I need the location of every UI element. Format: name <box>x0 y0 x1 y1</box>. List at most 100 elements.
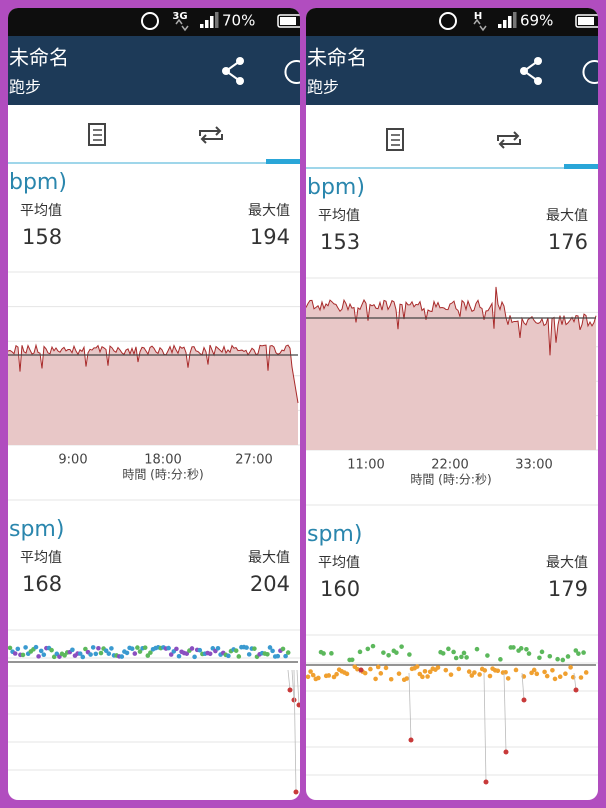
cad-dot <box>236 654 242 659</box>
cad-outlier-dot <box>483 779 489 785</box>
hr-unit: bpm) <box>9 170 67 195</box>
cad-dot <box>70 647 75 653</box>
laps-tab-icon[interactable] <box>199 126 223 144</box>
cad-dot <box>503 669 508 675</box>
hr-unit: bpm) <box>307 175 365 200</box>
cad-dot <box>552 676 558 682</box>
cad-drop-line <box>291 669 295 701</box>
cad-dot <box>375 664 381 670</box>
hr-max-label: 最大值 <box>546 208 588 224</box>
cad-dot <box>49 647 54 653</box>
cad-dot <box>174 646 179 652</box>
hr-x-axis-label: 時間 (時:分:秒) <box>122 468 203 482</box>
status-bar <box>8 8 300 36</box>
laps-tab-icon[interactable] <box>497 131 521 149</box>
signal-bar <box>210 16 214 28</box>
cad-dot <box>349 657 355 663</box>
cad-dot <box>189 646 195 651</box>
hr-avg-value: 158 <box>22 225 62 249</box>
app-header <box>8 36 300 105</box>
hr-avg-label: 平均值 <box>318 208 360 224</box>
cad-dot <box>474 646 480 652</box>
hr-x-tick-label: 18:00 <box>144 453 181 468</box>
cad-dot <box>394 650 399 655</box>
hr-x-tick-label: 9:00 <box>58 453 87 468</box>
refresh-button[interactable] <box>582 60 602 84</box>
cad-dot <box>581 650 586 655</box>
battery-fill <box>280 17 296 25</box>
cad-dot <box>440 651 446 656</box>
cad-dot <box>448 672 454 677</box>
cad-dot <box>477 672 482 677</box>
share-node <box>236 57 244 65</box>
cad-dot <box>226 653 231 659</box>
cad-dot <box>166 645 171 651</box>
hr-area <box>8 345 298 445</box>
cad-dot <box>443 667 449 673</box>
data-arrows-icon <box>473 18 487 32</box>
cad-dot <box>109 646 114 651</box>
cad-drop-line <box>483 672 487 783</box>
cad-dot <box>8 645 13 651</box>
cad-dot <box>422 668 428 674</box>
tab-indicator <box>564 164 598 169</box>
cad-dot <box>98 650 104 656</box>
activity-title: 未命名 <box>9 46 69 70</box>
cad-avg-value: 168 <box>22 572 62 596</box>
cad-outlier-dot <box>521 697 527 703</box>
cad-outlier-dot <box>503 749 509 755</box>
cad-outlier-dot <box>291 697 297 703</box>
hr-max-value: 194 <box>250 225 290 249</box>
app-header <box>306 36 598 105</box>
cad-avg-label: 平均值 <box>20 550 62 566</box>
signal-bar <box>498 24 502 28</box>
refresh-button[interactable] <box>284 60 304 84</box>
cad-dot <box>383 665 389 671</box>
cad-dot <box>148 650 153 655</box>
battery-fill <box>578 17 594 25</box>
cad-drop-line <box>573 672 577 691</box>
cad-dot <box>33 644 39 650</box>
cad-dot <box>539 649 545 655</box>
cad-drop-line <box>296 669 300 706</box>
details-tab-icon[interactable] <box>386 128 404 151</box>
signal-bar <box>513 12 517 28</box>
cad-outlier-dot <box>293 789 299 795</box>
cad-dot <box>513 667 519 673</box>
cad-dot <box>469 673 475 678</box>
hr-avg-label: 平均值 <box>20 203 62 219</box>
cad-dot <box>176 653 182 659</box>
cad-dot <box>334 671 339 677</box>
cad-dot <box>547 653 553 659</box>
details-tab-icon[interactable] <box>88 123 106 146</box>
tab-bar <box>8 105 300 162</box>
cad-outlier-dot <box>408 737 414 743</box>
cad-dot <box>326 673 332 678</box>
cad-dot <box>531 667 537 673</box>
cad-dot <box>576 651 581 656</box>
signal-bar <box>200 24 204 28</box>
cad-dot <box>485 653 490 658</box>
cad-dot <box>207 651 213 657</box>
cad-max-label: 最大值 <box>546 555 588 571</box>
cad-dot <box>41 652 47 657</box>
cad-dot <box>495 668 501 674</box>
cad-dot <box>498 657 503 662</box>
share-node <box>236 77 244 85</box>
cad-dot <box>563 671 568 676</box>
cad-dot <box>80 654 86 660</box>
signal-bar <box>205 20 209 28</box>
cad-dot <box>265 651 270 657</box>
cad-dot <box>135 645 140 650</box>
cad-dot <box>145 653 151 658</box>
cad-dot <box>310 672 316 678</box>
activity-title: 未命名 <box>307 46 367 70</box>
cad-dot <box>511 645 516 650</box>
battery-level: 70% <box>222 12 255 30</box>
cad-drop-line <box>521 672 525 701</box>
cad-dot <box>129 646 135 651</box>
cad-dot <box>137 649 143 654</box>
cad-drop-line <box>293 669 297 793</box>
